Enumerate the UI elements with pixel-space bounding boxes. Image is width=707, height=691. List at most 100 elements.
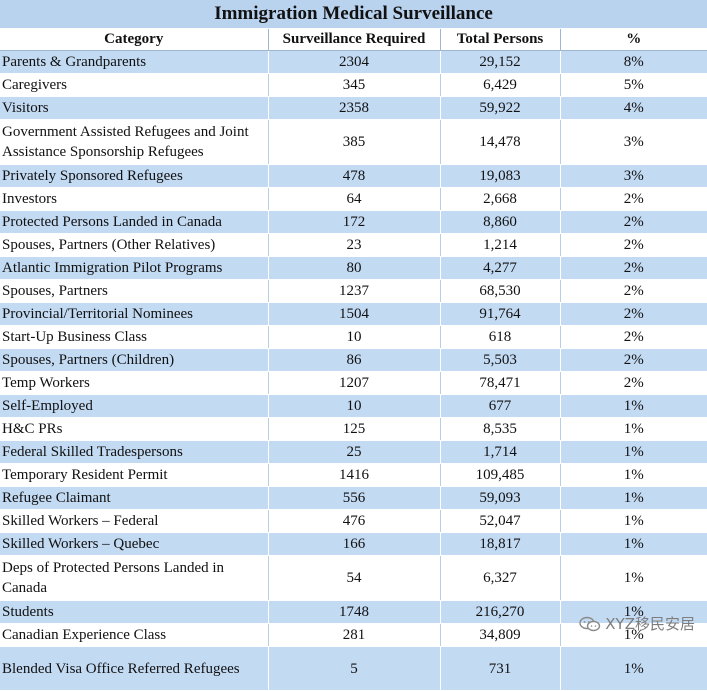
header-total-persons: Total Persons bbox=[440, 28, 561, 51]
cell-category: Spouses, Partners (Children) bbox=[0, 348, 269, 372]
cell-category: Students bbox=[0, 600, 269, 624]
cell-category: Atlantic Immigration Pilot Programs bbox=[0, 256, 269, 280]
cell-surveillance: 5 bbox=[268, 646, 441, 691]
cell-category: Spouses, Partners (Other Relatives) bbox=[0, 233, 269, 257]
cell-total: 216,270 bbox=[440, 600, 561, 624]
cell-surveillance: 385 bbox=[268, 119, 441, 165]
cell-percent: 1% bbox=[560, 417, 707, 441]
table-body: Parents & Grandparents 2304 29,152 8% Careg… bbox=[0, 50, 707, 691]
cell-percent: 1% bbox=[560, 600, 707, 624]
cell-surveillance: 476 bbox=[268, 509, 441, 533]
cell-total: 5,503 bbox=[440, 348, 561, 372]
cell-category: Federal Skilled Tradespersons bbox=[0, 440, 269, 464]
cell-total: 59,093 bbox=[440, 486, 561, 510]
cell-category: Start-Up Business Class bbox=[0, 325, 269, 349]
cell-total: 8,535 bbox=[440, 417, 561, 441]
cell-total: 78,471 bbox=[440, 371, 561, 395]
cell-surveillance: 1237 bbox=[268, 279, 441, 303]
cell-total: 18,817 bbox=[440, 532, 561, 556]
cell-surveillance: 1207 bbox=[268, 371, 441, 395]
cell-total: 34,809 bbox=[440, 623, 561, 647]
cell-total: 4,277 bbox=[440, 256, 561, 280]
cell-surveillance: 64 bbox=[268, 187, 441, 211]
cell-category: Deps of Protected Persons Landed in Cana… bbox=[0, 555, 269, 601]
cell-percent: 2% bbox=[560, 187, 707, 211]
cell-total: 91,764 bbox=[440, 302, 561, 326]
cell-category: H&C PRs bbox=[0, 417, 269, 441]
cell-percent: 2% bbox=[560, 348, 707, 372]
table-title: Immigration Medical Surveillance bbox=[0, 0, 707, 29]
cell-percent: 2% bbox=[560, 210, 707, 234]
cell-surveillance: 10 bbox=[268, 394, 441, 418]
cell-category: Skilled Workers – Quebec bbox=[0, 532, 269, 556]
cell-total: 731 bbox=[440, 646, 561, 691]
cell-percent: 1% bbox=[560, 509, 707, 533]
cell-percent: 3% bbox=[560, 164, 707, 188]
cell-percent: 2% bbox=[560, 256, 707, 280]
cell-category: Canadian Experience Class bbox=[0, 623, 269, 647]
cell-category: Caregivers bbox=[0, 73, 269, 97]
cell-percent: 1% bbox=[560, 463, 707, 487]
cell-surveillance: 1748 bbox=[268, 600, 441, 624]
cell-total: 68,530 bbox=[440, 279, 561, 303]
cell-surveillance: 2358 bbox=[268, 96, 441, 120]
cell-total: 109,485 bbox=[440, 463, 561, 487]
cell-percent: 2% bbox=[560, 233, 707, 257]
cell-total: 1,714 bbox=[440, 440, 561, 464]
cell-percent: 1% bbox=[560, 486, 707, 510]
cell-surveillance: 23 bbox=[268, 233, 441, 257]
cell-category: Refugee Claimant bbox=[0, 486, 269, 510]
cell-total: 29,152 bbox=[440, 50, 561, 74]
watermark: XYZ移民安居 bbox=[579, 613, 695, 634]
cell-category: Provincial/Territorial Nominees bbox=[0, 302, 269, 326]
cell-category: Investors bbox=[0, 187, 269, 211]
cell-total: 6,327 bbox=[440, 555, 561, 601]
cell-surveillance: 1504 bbox=[268, 302, 441, 326]
cell-surveillance: 2304 bbox=[268, 50, 441, 74]
header-surveillance-required: Surveillance Required bbox=[268, 28, 441, 51]
cell-percent: 5% bbox=[560, 73, 707, 97]
cell-category: Protected Persons Landed in Canada bbox=[0, 210, 269, 234]
cell-category: Visitors bbox=[0, 96, 269, 120]
cell-total: 677 bbox=[440, 394, 561, 418]
cell-category: Skilled Workers – Federal bbox=[0, 509, 269, 533]
wechat-icon bbox=[579, 616, 601, 632]
cell-surveillance: 478 bbox=[268, 164, 441, 188]
cell-total: 14,478 bbox=[440, 119, 561, 165]
cell-percent: 1% bbox=[560, 440, 707, 464]
cell-category: Privately Sponsored Refugees bbox=[0, 164, 269, 188]
cell-surveillance: 556 bbox=[268, 486, 441, 510]
cell-percent: 1% bbox=[560, 394, 707, 418]
cell-surveillance: 345 bbox=[268, 73, 441, 97]
cell-total: 618 bbox=[440, 325, 561, 349]
cell-surveillance: 1416 bbox=[268, 463, 441, 487]
header-category: Category bbox=[0, 28, 269, 51]
cell-category: Blended Visa Office Referred Refugees bbox=[0, 646, 269, 691]
cell-total: 8,860 bbox=[440, 210, 561, 234]
cell-surveillance: 25 bbox=[268, 440, 441, 464]
cell-category: Parents & Grandparents bbox=[0, 50, 269, 74]
cell-total: 59,922 bbox=[440, 96, 561, 120]
header-percent: % bbox=[560, 28, 707, 51]
cell-surveillance: 125 bbox=[268, 417, 441, 441]
cell-percent: 1% bbox=[560, 555, 707, 601]
cell-total: 19,083 bbox=[440, 164, 561, 188]
cell-total: 6,429 bbox=[440, 73, 561, 97]
cell-percent: 2% bbox=[560, 371, 707, 395]
cell-percent: 3% bbox=[560, 119, 707, 165]
cell-surveillance: 80 bbox=[268, 256, 441, 280]
cell-category: Temporary Resident Permit bbox=[0, 463, 269, 487]
cell-total: 52,047 bbox=[440, 509, 561, 533]
cell-percent: 2% bbox=[560, 279, 707, 303]
cell-percent: 8% bbox=[560, 50, 707, 74]
cell-percent: 2% bbox=[560, 302, 707, 326]
cell-percent: 1% bbox=[560, 532, 707, 556]
cell-surveillance: 172 bbox=[268, 210, 441, 234]
cell-category: Government Assisted Refugees and Joint A… bbox=[0, 119, 269, 165]
cell-category: Self-Employed bbox=[0, 394, 269, 418]
cell-total: 2,668 bbox=[440, 187, 561, 211]
cell-percent: 2% bbox=[560, 325, 707, 349]
cell-category: Spouses, Partners bbox=[0, 279, 269, 303]
